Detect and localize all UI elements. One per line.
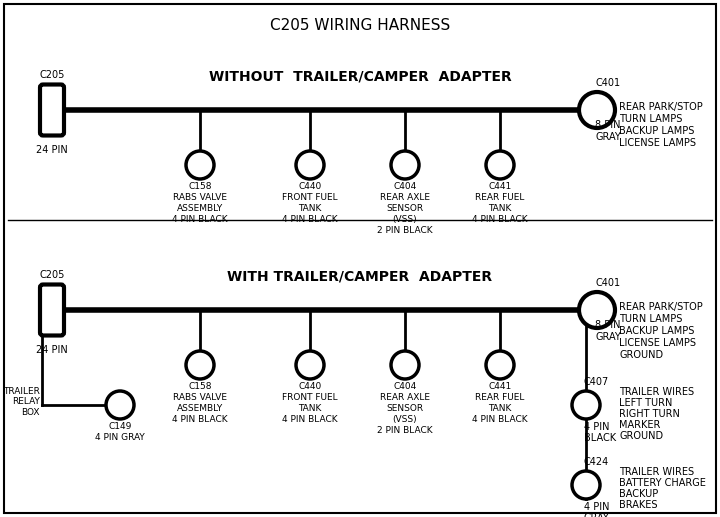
Text: LICENSE LAMPS: LICENSE LAMPS: [619, 138, 696, 148]
Text: TRAILER
RELAY
BOX: TRAILER RELAY BOX: [3, 387, 40, 417]
Circle shape: [106, 391, 134, 419]
Text: TANK: TANK: [298, 204, 322, 213]
Text: TURN LAMPS: TURN LAMPS: [619, 314, 683, 324]
Text: GRAY: GRAY: [584, 513, 610, 517]
Text: TANK: TANK: [488, 404, 512, 413]
Text: C440: C440: [298, 382, 322, 391]
Text: 4 PIN: 4 PIN: [584, 422, 610, 432]
Text: GROUND: GROUND: [619, 431, 663, 441]
FancyBboxPatch shape: [40, 84, 64, 135]
Text: RABS VALVE: RABS VALVE: [173, 193, 227, 202]
Text: REAR AXLE: REAR AXLE: [380, 393, 430, 402]
Text: RABS VALVE: RABS VALVE: [173, 393, 227, 402]
Text: GRAY: GRAY: [595, 132, 621, 142]
Text: 4 PIN BLACK: 4 PIN BLACK: [172, 215, 228, 224]
Text: C158: C158: [188, 182, 212, 191]
Circle shape: [186, 151, 214, 179]
Text: C158: C158: [188, 382, 212, 391]
Text: 2 PIN BLACK: 2 PIN BLACK: [377, 426, 433, 435]
Text: 4 PIN GRAY: 4 PIN GRAY: [95, 433, 145, 442]
Circle shape: [572, 391, 600, 419]
Text: TRAILER WIRES: TRAILER WIRES: [619, 467, 694, 477]
Text: RIGHT TURN: RIGHT TURN: [619, 409, 680, 419]
Text: 4 PIN BLACK: 4 PIN BLACK: [472, 415, 528, 424]
Circle shape: [296, 151, 324, 179]
Circle shape: [486, 151, 514, 179]
Text: 4 PIN BLACK: 4 PIN BLACK: [282, 215, 338, 224]
Text: WITH TRAILER/CAMPER  ADAPTER: WITH TRAILER/CAMPER ADAPTER: [228, 270, 492, 284]
Circle shape: [296, 351, 324, 379]
Text: C404: C404: [393, 182, 417, 191]
Circle shape: [579, 292, 615, 328]
Text: REAR AXLE: REAR AXLE: [380, 193, 430, 202]
Text: REAR PARK/STOP: REAR PARK/STOP: [619, 302, 703, 312]
Text: TRAILER WIRES: TRAILER WIRES: [619, 387, 694, 397]
Text: TANK: TANK: [298, 404, 322, 413]
Text: C205: C205: [40, 70, 65, 80]
Circle shape: [486, 351, 514, 379]
Text: 4 PIN: 4 PIN: [584, 502, 610, 512]
Text: 2 PIN BLACK: 2 PIN BLACK: [377, 226, 433, 235]
Text: C401: C401: [595, 278, 620, 288]
Text: TURN LAMPS: TURN LAMPS: [619, 114, 683, 124]
Circle shape: [579, 92, 615, 128]
Circle shape: [391, 351, 419, 379]
Circle shape: [186, 351, 214, 379]
Text: 8 PIN: 8 PIN: [595, 320, 621, 330]
Text: 4 PIN BLACK: 4 PIN BLACK: [172, 415, 228, 424]
Text: C404: C404: [393, 382, 417, 391]
Text: SENSOR: SENSOR: [387, 204, 423, 213]
Text: C401: C401: [595, 78, 620, 88]
Text: ASSEMBLY: ASSEMBLY: [177, 404, 223, 413]
Text: C149: C149: [108, 422, 132, 431]
Text: C441: C441: [488, 182, 512, 191]
Text: (VSS): (VSS): [392, 415, 418, 424]
Text: 8 PIN: 8 PIN: [595, 120, 621, 130]
Text: WITHOUT  TRAILER/CAMPER  ADAPTER: WITHOUT TRAILER/CAMPER ADAPTER: [209, 70, 511, 84]
Text: C407: C407: [584, 377, 609, 387]
Text: 4 PIN BLACK: 4 PIN BLACK: [282, 415, 338, 424]
Text: TANK: TANK: [488, 204, 512, 213]
Text: FRONT FUEL: FRONT FUEL: [282, 393, 338, 402]
Text: C441: C441: [488, 382, 512, 391]
Text: 4 PIN BLACK: 4 PIN BLACK: [472, 215, 528, 224]
FancyBboxPatch shape: [40, 284, 64, 336]
Text: 24 PIN: 24 PIN: [36, 345, 68, 355]
Text: GRAY: GRAY: [595, 332, 621, 342]
Text: LICENSE LAMPS: LICENSE LAMPS: [619, 338, 696, 348]
Text: C205 WIRING HARNESS: C205 WIRING HARNESS: [270, 18, 450, 33]
Text: REAR PARK/STOP: REAR PARK/STOP: [619, 102, 703, 112]
Text: BLACK: BLACK: [584, 433, 616, 443]
Text: REAR FUEL: REAR FUEL: [475, 193, 525, 202]
Text: SENSOR: SENSOR: [387, 404, 423, 413]
Text: BACKUP LAMPS: BACKUP LAMPS: [619, 326, 694, 336]
Text: 24 PIN: 24 PIN: [36, 145, 68, 155]
Circle shape: [572, 471, 600, 499]
Text: LEFT TURN: LEFT TURN: [619, 398, 672, 408]
Text: ASSEMBLY: ASSEMBLY: [177, 204, 223, 213]
Text: C205: C205: [40, 270, 65, 280]
Text: MARKER: MARKER: [619, 420, 660, 430]
Text: FRONT FUEL: FRONT FUEL: [282, 193, 338, 202]
Text: C424: C424: [584, 457, 609, 467]
Text: REAR FUEL: REAR FUEL: [475, 393, 525, 402]
Text: BRAKES: BRAKES: [619, 500, 657, 510]
Circle shape: [391, 151, 419, 179]
Text: GROUND: GROUND: [619, 350, 663, 360]
Text: BACKUP: BACKUP: [619, 489, 658, 499]
Text: C440: C440: [298, 182, 322, 191]
Text: BATTERY CHARGE: BATTERY CHARGE: [619, 478, 706, 488]
Text: (VSS): (VSS): [392, 215, 418, 224]
Text: BACKUP LAMPS: BACKUP LAMPS: [619, 126, 694, 136]
